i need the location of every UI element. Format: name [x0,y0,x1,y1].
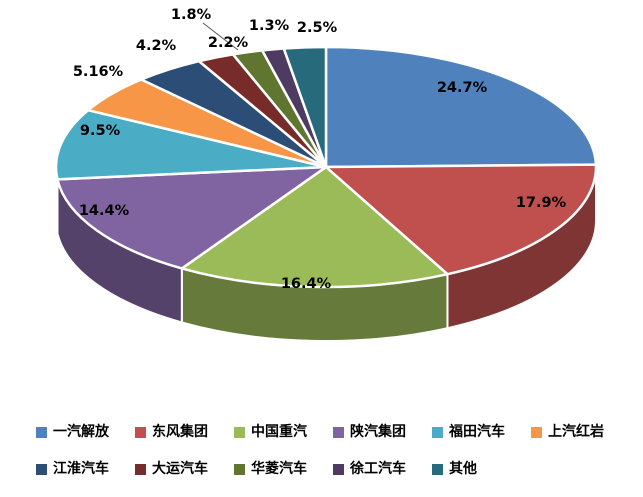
legend-label: 其他 [449,461,477,477]
slice-label-4: 9.5% [80,123,121,139]
legend-swatch-icon [531,427,542,438]
legend-item: 上汽红岩 [531,424,630,441]
pie-slice-10 [282,45,328,169]
slice-label-5: 5.16% [73,64,124,80]
legend-label: 陕汽集团 [350,424,406,440]
legend-label: 徐工汽车 [350,461,406,477]
pie-slice-0 [324,45,598,169]
legend-item: 东风集团 [135,424,234,441]
legend-item: 大运汽车 [135,461,234,478]
legend-row-1: 一汽解放 东风集团 中国重汽 陕汽集团 福田汽车 上汽红岩 [36,424,630,441]
legend-swatch-icon [36,427,47,438]
legend-swatch-icon [432,464,443,475]
legend-swatch-icon [333,464,344,475]
legend-label: 江淮汽车 [53,461,109,477]
legend-item: 中国重汽 [234,424,333,441]
legend-swatch-icon [234,464,245,475]
slice-label-6: 4.2% [136,38,177,54]
slice-label-7: 2.2% [208,35,249,51]
slice-label-2: 16.4% [281,276,332,292]
legend-item: 陕汽集团 [333,424,432,441]
label-leader-line [202,22,239,51]
slice-label-10: 2.5% [297,20,338,36]
legend-item: 福田汽车 [432,424,531,441]
pie-slice-4 [54,108,328,181]
legend-swatch-icon [135,464,146,475]
slice-label-9: 1.3% [249,18,290,34]
legend-swatch-icon [36,464,47,475]
legend-swatch-icon [234,427,245,438]
legend-label: 一汽解放 [53,424,109,440]
legend-swatch-icon [135,427,146,438]
legend-swatch-icon [432,427,443,438]
pie-3d-plot-area: 24.7% 17.9% 16.4% 14.4% 9.5% 5.16% 4.2% 2.2% 1.8… [54,7,598,342]
legend-item: 徐工汽车 [333,461,432,478]
slice-label-3: 14.4% [79,203,130,219]
legend-item: 一汽解放 [36,424,135,441]
legend-label: 中国重汽 [251,424,307,440]
legend-label: 东风集团 [152,424,208,440]
slice-label-8: 1.8% [171,7,212,23]
chart-legend: 一汽解放 东风集团 中国重汽 陕汽集团 福田汽车 上汽红岩江淮汽车 大运汽车 华菱汽车 徐工汽车… [36,424,630,478]
legend-item: 其他 [432,461,531,478]
legend-item: 江淮汽车 [36,461,135,478]
legend-label: 上汽红岩 [548,424,604,440]
legend-swatch-icon [333,427,344,438]
pie-slice-2 [180,165,449,289]
legend-label: 华菱汽车 [251,461,307,477]
legend-label: 福田汽车 [449,424,505,440]
slice-label-0: 24.7% [437,80,488,96]
pie-slice-3 [56,165,328,270]
legend-label: 大运汽车 [152,461,208,477]
slice-label-1: 17.9% [516,195,567,211]
legend-item: 华菱汽车 [234,461,333,478]
legend-row-2: 江淮汽车 大运汽车 华菱汽车 徐工汽车 其他 [36,461,630,478]
pie-slice-1 [324,163,598,276]
